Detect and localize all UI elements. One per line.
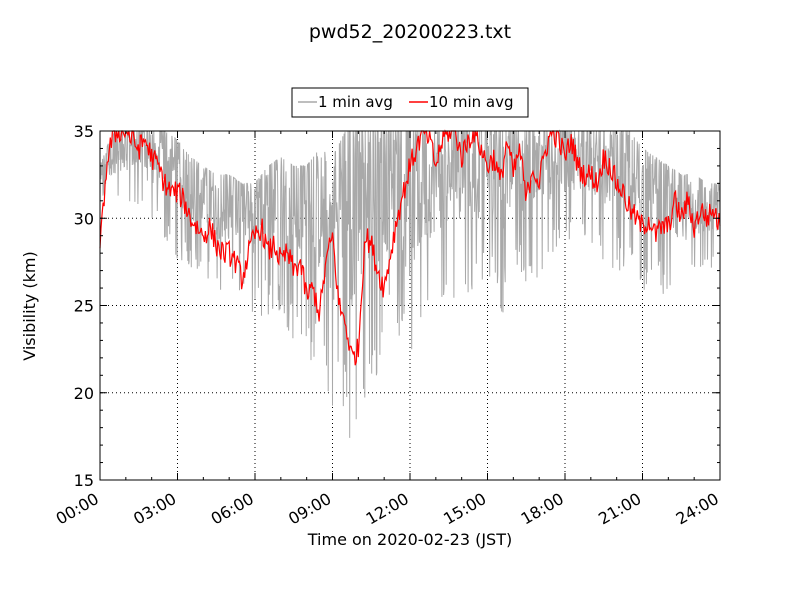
y-tick-label: 30 [74,209,94,228]
chart-title: pwd52_20200223.txt [309,21,511,43]
y-tick-label: 20 [74,384,94,403]
legend-label-1min: 1 min avg [318,93,393,111]
y-tick-label: 35 [74,122,94,141]
y-tick-label: 15 [74,471,94,490]
y-axis-label: Visibility (km) [20,251,39,360]
legend: 1 min avg 10 min avg [291,87,529,118]
y-tick-label: 25 [74,297,94,316]
x-axis-label: Time on 2020-02-23 (JST) [307,530,512,549]
legend-label-10min: 10 min avg [429,93,514,111]
series-line-10-min-avg [99,129,721,366]
